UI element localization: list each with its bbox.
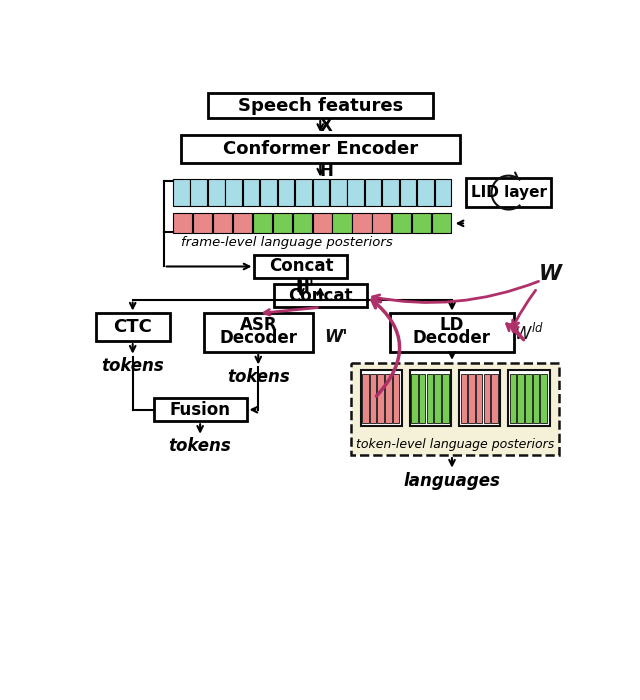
Bar xyxy=(509,374,516,423)
Bar xyxy=(173,179,189,206)
Bar xyxy=(213,214,232,233)
Text: token-level language posteriors: token-level language posteriors xyxy=(356,438,554,451)
Text: LID layer: LID layer xyxy=(470,185,547,200)
Bar xyxy=(392,214,412,233)
Bar xyxy=(442,374,449,423)
Bar xyxy=(484,374,490,423)
Bar xyxy=(419,374,426,423)
Bar xyxy=(508,370,550,426)
Text: frame-level language posteriors: frame-level language posteriors xyxy=(180,236,392,249)
Bar xyxy=(492,374,498,423)
Bar xyxy=(254,255,348,278)
Text: Fusion: Fusion xyxy=(170,400,230,419)
Bar xyxy=(525,374,532,423)
Bar xyxy=(292,214,312,233)
Text: tokens: tokens xyxy=(169,437,232,455)
Bar xyxy=(372,214,392,233)
Bar xyxy=(393,374,399,423)
Bar xyxy=(365,179,381,206)
Bar xyxy=(435,374,441,423)
Bar xyxy=(260,179,277,206)
Bar xyxy=(208,93,433,118)
Bar xyxy=(204,314,312,352)
Text: W': W' xyxy=(324,328,348,346)
Bar xyxy=(540,374,547,423)
Text: H': H' xyxy=(295,279,314,296)
Bar xyxy=(435,179,451,206)
Text: languages: languages xyxy=(404,472,500,489)
Bar xyxy=(378,374,384,423)
Bar xyxy=(173,214,192,233)
Text: tokens: tokens xyxy=(101,357,164,374)
FancyArrowPatch shape xyxy=(372,300,399,396)
Bar xyxy=(412,374,418,423)
Bar xyxy=(382,179,399,206)
Text: LD: LD xyxy=(440,316,464,334)
Bar xyxy=(332,214,351,233)
Bar xyxy=(233,214,252,233)
Text: Decoder: Decoder xyxy=(220,329,297,347)
Bar xyxy=(312,214,332,233)
Bar xyxy=(191,179,207,206)
Bar xyxy=(360,370,402,426)
Text: Decoder: Decoder xyxy=(413,329,491,347)
Bar xyxy=(208,179,225,206)
Bar xyxy=(410,370,451,426)
Text: CTC: CTC xyxy=(113,318,152,336)
Text: X: X xyxy=(320,118,333,135)
Text: Concat: Concat xyxy=(288,287,353,304)
Bar xyxy=(370,374,376,423)
Text: Conformer Encoder: Conformer Encoder xyxy=(223,140,418,158)
Bar xyxy=(412,214,431,233)
Bar xyxy=(243,179,259,206)
Text: $W^{ld}$: $W^{ld}$ xyxy=(515,322,545,343)
Bar xyxy=(532,374,540,423)
Bar xyxy=(468,374,475,423)
Bar xyxy=(312,179,329,206)
Bar xyxy=(295,179,312,206)
Bar xyxy=(427,374,433,423)
Bar xyxy=(278,179,294,206)
Bar xyxy=(362,374,369,423)
Bar xyxy=(253,214,272,233)
Bar xyxy=(351,363,559,455)
Text: ASR: ASR xyxy=(239,316,277,334)
Text: Concat: Concat xyxy=(269,258,333,276)
Bar xyxy=(466,178,551,207)
Bar xyxy=(459,370,500,426)
Bar xyxy=(348,179,364,206)
Bar xyxy=(330,179,347,206)
Bar xyxy=(193,214,212,233)
Bar xyxy=(461,374,467,423)
Bar xyxy=(417,179,434,206)
Bar xyxy=(225,179,242,206)
Bar xyxy=(274,284,367,307)
Bar xyxy=(95,314,170,341)
Text: W: W xyxy=(539,264,562,284)
Bar xyxy=(273,214,292,233)
Bar xyxy=(353,214,371,233)
Bar xyxy=(400,179,417,206)
Text: tokens: tokens xyxy=(227,368,290,386)
Bar xyxy=(476,374,483,423)
Text: Speech features: Speech features xyxy=(237,97,403,115)
Bar xyxy=(385,374,392,423)
Text: H: H xyxy=(319,162,333,180)
Bar xyxy=(390,314,514,352)
Bar xyxy=(432,214,451,233)
Bar xyxy=(180,135,460,162)
Bar xyxy=(517,374,524,423)
Bar xyxy=(154,398,246,421)
